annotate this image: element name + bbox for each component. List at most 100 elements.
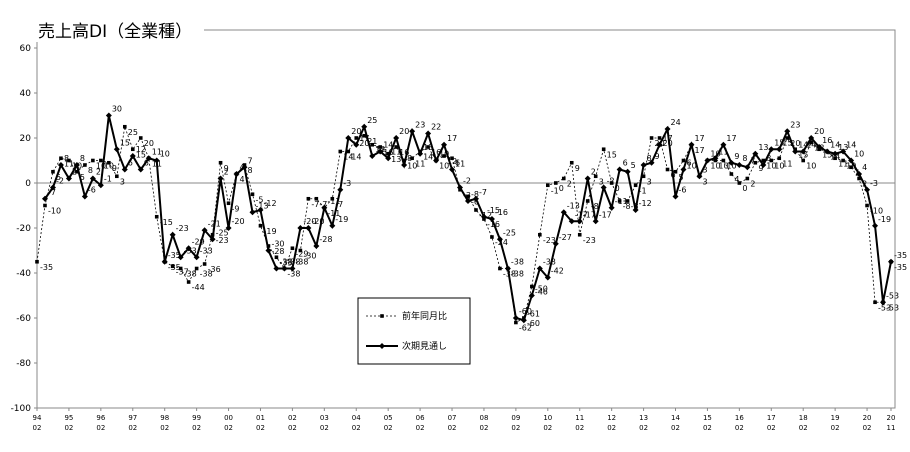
point — [426, 145, 430, 149]
data-label: 22 — [431, 123, 441, 132]
data-label: 2 — [96, 168, 101, 177]
data-label: 14 — [846, 141, 856, 150]
data-label: 4 — [240, 175, 245, 184]
data-label: 20 — [663, 139, 673, 148]
data-label: 13 — [423, 143, 433, 152]
x-tick-month: 02 — [639, 424, 648, 432]
point — [464, 198, 471, 204]
x-tick-year: 14 — [671, 414, 680, 422]
point — [154, 214, 159, 219]
data-label: 17 — [726, 134, 736, 143]
x-tick-month: 02 — [767, 424, 776, 432]
data-label: -33 — [184, 246, 197, 255]
data-label: 11 — [415, 159, 425, 168]
point — [536, 265, 543, 272]
data-label: -5 — [255, 195, 263, 204]
data-label: 15 — [822, 150, 832, 159]
data-label: 14 — [806, 141, 816, 150]
data-label: -11 — [327, 209, 340, 218]
data-label: 0 — [615, 184, 620, 193]
data-label: -36 — [208, 265, 221, 274]
data-label: -12 — [639, 199, 652, 208]
x-tick-month: 02 — [160, 424, 169, 432]
data-label: 13 — [391, 155, 401, 164]
point — [51, 169, 55, 174]
data-label: 11 — [455, 159, 465, 168]
data-label: -13 — [567, 201, 580, 210]
point — [305, 225, 312, 231]
x-tick-month: 02 — [799, 424, 808, 432]
data-label: -17 — [599, 210, 612, 219]
point — [218, 160, 223, 165]
point — [345, 135, 352, 141]
data-label: 3 — [702, 165, 707, 174]
data-label: -7 — [335, 200, 343, 209]
data-label: -8 — [591, 202, 599, 211]
data-label: 10 — [439, 150, 449, 159]
point — [728, 159, 735, 166]
point — [386, 151, 390, 156]
x-tick-year: 18 — [799, 414, 808, 422]
data-label: 6 — [455, 159, 460, 168]
x-tick-month: 02 — [192, 424, 201, 432]
point — [394, 145, 398, 149]
data-label: -13 — [255, 201, 268, 210]
x-tick-year: 09 — [511, 414, 520, 422]
point — [608, 204, 615, 211]
data-label: 5 — [56, 173, 61, 182]
data-label: -46 — [535, 288, 548, 297]
data-label: 17 — [694, 134, 704, 143]
data-label: -38 — [287, 270, 300, 279]
point — [138, 136, 143, 140]
point — [761, 158, 766, 163]
data-label: 21 — [367, 137, 377, 146]
data-label: 8 — [647, 154, 652, 163]
chart-title: 売上高DI（全業種） — [38, 22, 192, 42]
data-label: -25 — [503, 228, 516, 237]
point — [250, 192, 255, 197]
point — [75, 169, 79, 174]
point — [346, 149, 351, 154]
point — [457, 184, 464, 191]
data-label: -21 — [208, 219, 221, 228]
point — [91, 158, 95, 163]
x-tick-year: 16 — [735, 414, 744, 422]
point — [616, 166, 623, 173]
point — [624, 168, 631, 175]
data-label: -38 — [200, 270, 213, 279]
x-tick-month: 11 — [887, 424, 896, 432]
x-tick-year: 94 — [33, 414, 42, 422]
data-label: 15 — [136, 150, 146, 159]
point — [449, 166, 456, 173]
point — [233, 171, 240, 177]
y-tick-label: -80 — [16, 359, 31, 369]
data-label: -17 — [575, 210, 588, 219]
data-label: 9 — [655, 152, 660, 161]
point — [177, 254, 184, 261]
x-tick-year: 02 — [288, 414, 297, 422]
data-label: -25 — [216, 228, 229, 237]
data-label: -37 — [176, 267, 189, 276]
data-label: 4 — [734, 175, 739, 184]
legend-label: 次期見通し — [402, 340, 447, 352]
point — [816, 144, 823, 150]
x-tick-year: 06 — [416, 414, 425, 422]
data-label: 3 — [647, 177, 652, 186]
data-label: -62 — [519, 324, 532, 333]
data-label: 0 — [742, 184, 747, 193]
point — [209, 236, 216, 243]
point — [225, 225, 232, 231]
data-label: -20 — [311, 217, 324, 226]
x-tick-month: 02 — [575, 424, 584, 432]
point — [329, 222, 336, 229]
data-label: -19 — [335, 215, 348, 224]
point — [792, 148, 799, 155]
point — [872, 222, 879, 229]
point — [514, 320, 518, 325]
x-tick-year: 01 — [256, 414, 265, 422]
data-label: -38 — [511, 258, 524, 267]
plot-frame — [36, 29, 896, 409]
data-label: 12 — [136, 145, 146, 154]
data-label: 10 — [407, 162, 417, 171]
